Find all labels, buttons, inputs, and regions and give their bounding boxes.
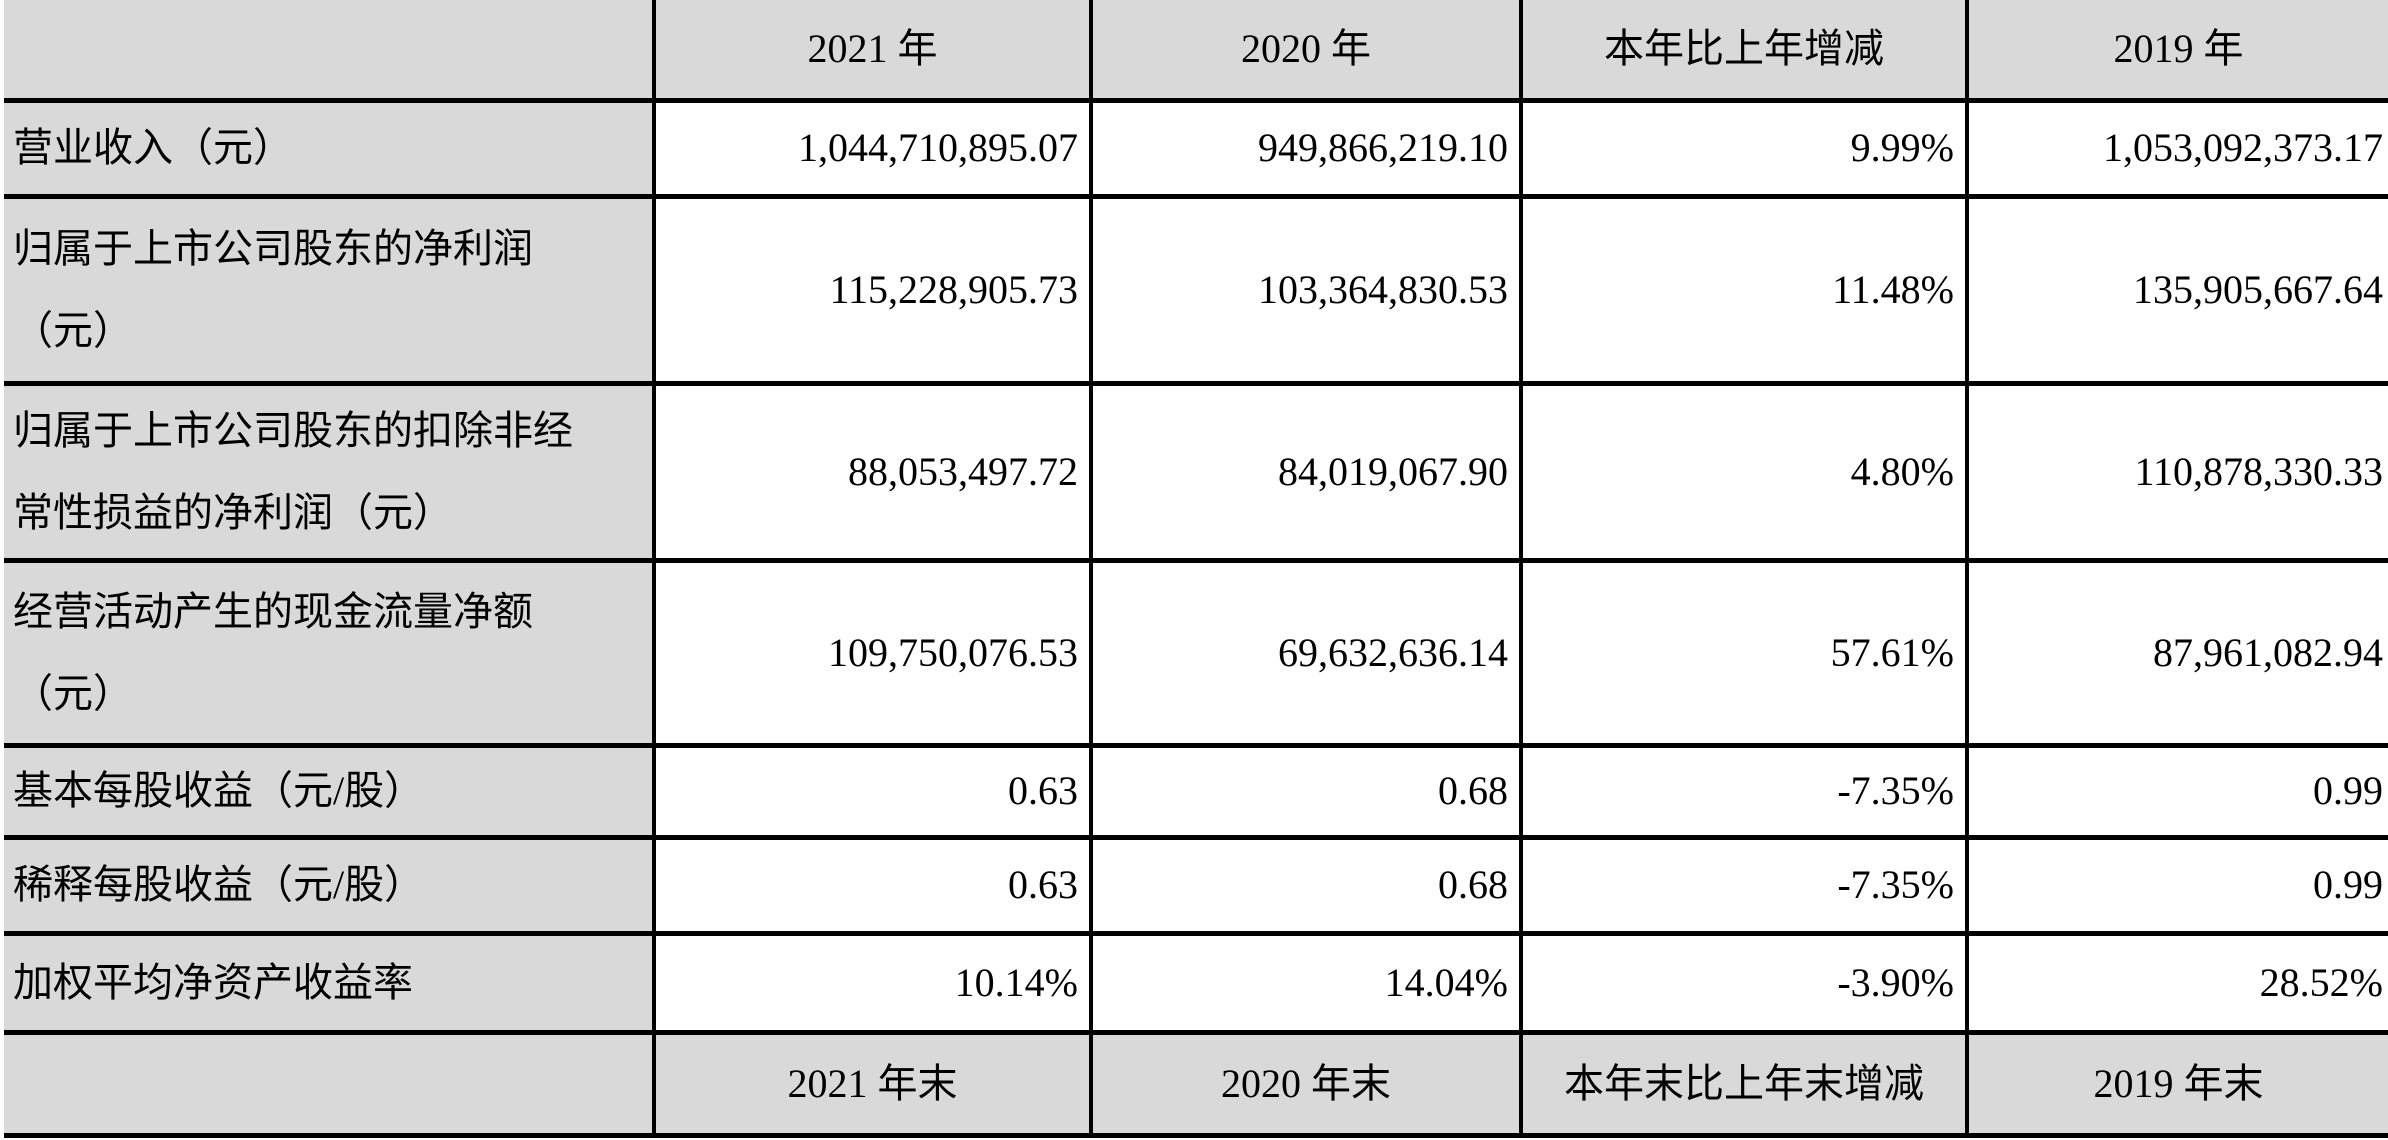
row-label-diluted-eps: 稀释每股收益（元/股）: [4, 834, 656, 936]
weighted-roe-2020: 14.04%: [1089, 930, 1523, 1035]
basic-eps-2019: 0.99: [1965, 742, 2388, 840]
header-blank-cell-bottom: [4, 1029, 656, 1138]
table-row-basic-eps: 基本每股收益（元/股） 0.63 0.68 -7.35% 0.99: [4, 742, 2388, 840]
header-blank-cell: [4, 0, 656, 103]
row-label-weighted-roe: 加权平均净资产收益率: [4, 930, 656, 1035]
revenue-change: 9.99%: [1519, 97, 1969, 199]
table-header-row-annual: 2021 年 2020 年 本年比上年增减 2019 年: [4, 0, 2388, 103]
header-2019: 2019 年: [1965, 0, 2388, 103]
table-row-weighted-roe: 加权平均净资产收益率 10.14% 14.04% -3.90% 28.52%: [4, 930, 2388, 1035]
net-profit-2019: 135,905,667.64: [1965, 193, 2388, 386]
basic-eps-2021: 0.63: [652, 742, 1093, 840]
row-label-deducted-net-profit: 归属于上市公司股东的扣除非经 常性损益的净利润（元）: [4, 380, 656, 563]
net-profit-2021: 115,228,905.73: [652, 193, 1093, 386]
table-row-operating-cash-flow: 经营活动产生的现金流量净额 （元） 109,750,076.53 69,632,…: [4, 557, 2388, 748]
deducted-net-profit-2020: 84,019,067.90: [1089, 380, 1523, 563]
table-row-diluted-eps: 稀释每股收益（元/股） 0.63 0.68 -7.35% 0.99: [4, 834, 2388, 936]
diluted-eps-change: -7.35%: [1519, 834, 1969, 936]
revenue-2021: 1,044,710,895.07: [652, 97, 1093, 199]
row-label-revenue: 营业收入（元）: [4, 97, 656, 199]
basic-eps-change: -7.35%: [1519, 742, 1969, 840]
row-label-basic-eps: 基本每股收益（元/股）: [4, 742, 656, 840]
key-financials-table: 2021 年 2020 年 本年比上年增减 2019 年 营业收入（元） 1,0…: [4, 0, 2388, 1138]
table-header-row-year-end: 2021 年末 2020 年末 本年末比上年末增减 2019 年末: [4, 1029, 2388, 1138]
deducted-net-profit-2021: 88,053,497.72: [652, 380, 1093, 563]
revenue-2020: 949,866,219.10: [1089, 97, 1523, 199]
net-profit-change: 11.48%: [1519, 193, 1969, 386]
table-row-net-profit: 归属于上市公司股东的净利润 （元） 115,228,905.73 103,364…: [4, 193, 2388, 386]
operating-cash-flow-2019: 87,961,082.94: [1965, 557, 2388, 748]
diluted-eps-2019: 0.99: [1965, 834, 2388, 936]
header-yoy-change: 本年比上年增减: [1519, 0, 1969, 103]
weighted-roe-2019: 28.52%: [1965, 930, 2388, 1035]
header-2021-year-end: 2021 年末: [652, 1029, 1093, 1138]
header-2020: 2020 年: [1089, 0, 1523, 103]
diluted-eps-2020: 0.68: [1089, 834, 1523, 936]
weighted-roe-2021: 10.14%: [652, 930, 1093, 1035]
row-label-operating-cash-flow: 经营活动产生的现金流量净额 （元）: [4, 557, 656, 748]
deducted-net-profit-change: 4.80%: [1519, 380, 1969, 563]
header-2020-year-end: 2020 年末: [1089, 1029, 1523, 1138]
operating-cash-flow-change: 57.61%: [1519, 557, 1969, 748]
revenue-2019: 1,053,092,373.17: [1965, 97, 2388, 199]
operating-cash-flow-2020: 69,632,636.14: [1089, 557, 1523, 748]
weighted-roe-change: -3.90%: [1519, 930, 1969, 1035]
operating-cash-flow-2021: 109,750,076.53: [652, 557, 1093, 748]
header-2019-year-end: 2019 年末: [1965, 1029, 2388, 1138]
header-year-end-change: 本年末比上年末增减: [1519, 1029, 1969, 1138]
net-profit-2020: 103,364,830.53: [1089, 193, 1523, 386]
header-2021: 2021 年: [652, 0, 1093, 103]
table-row-deducted-net-profit: 归属于上市公司股东的扣除非经 常性损益的净利润（元） 88,053,497.72…: [4, 380, 2388, 563]
basic-eps-2020: 0.68: [1089, 742, 1523, 840]
deducted-net-profit-2019: 110,878,330.33: [1965, 380, 2388, 563]
diluted-eps-2021: 0.63: [652, 834, 1093, 936]
row-label-net-profit: 归属于上市公司股东的净利润 （元）: [4, 193, 656, 386]
table-row-revenue: 营业收入（元） 1,044,710,895.07 949,866,219.10 …: [4, 97, 2388, 199]
